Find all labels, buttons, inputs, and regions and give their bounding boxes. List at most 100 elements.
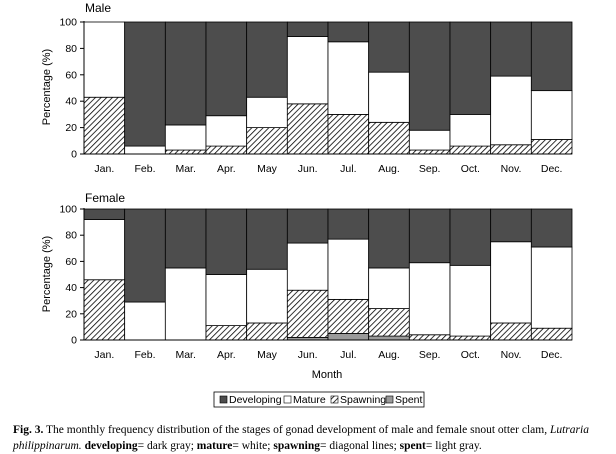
legend-frame (213, 391, 425, 408)
male-bar-feb-developing (124, 21, 166, 147)
female-bar-may-mature (246, 268, 288, 324)
male-bar-nov-mature (490, 75, 532, 146)
male-chart: Male Percentage (%) 0 20 40 60 80 100 Jan. Feb… (41, 1, 573, 175)
female-x-tick-label: Feb. (134, 349, 155, 361)
female-bar-aug-developing (368, 208, 410, 269)
female-bar-jul-spent (327, 333, 370, 341)
caption-species: Lutraria philippinarum. (13, 424, 589, 452)
female-bar-may-spawning (246, 322, 288, 341)
male-bar-oct-mature (449, 114, 492, 147)
male-bar-apr-spawning (205, 145, 248, 155)
female-bar-oct-developing (449, 208, 492, 266)
female-panel-title: Female (85, 191, 125, 205)
female-bars (83, 208, 573, 341)
male-bar-apr-developing (205, 21, 248, 117)
female-y-tick-label: 40 (65, 282, 77, 294)
figure: Male Percentage (%) 0 20 40 60 80 100 Jan. Feb… (41, 1, 573, 408)
male-bar-sep-spawning (408, 149, 451, 155)
male-bar-oct-spawning (449, 145, 492, 155)
female-bar-sep-developing (408, 208, 451, 264)
male-x-tick-label: Apr. (217, 163, 236, 175)
female-x-tick-label: Nov. (501, 349, 522, 361)
male-y-axis-label: Percentage (%) (41, 49, 53, 125)
female-chart: Female Percentage (%) 0 20 40 60 80 100 Jan. F… (41, 191, 573, 381)
legend-label-developing: Developing (229, 394, 282, 406)
male-y-tick-label: 100 (59, 17, 77, 29)
male-bar-jun-mature (286, 36, 329, 105)
legend-label-spent: Spent (395, 394, 423, 406)
male-axes (83, 21, 572, 155)
male-x-tick-label: Feb. (134, 163, 155, 175)
male-y-tick-label: 60 (65, 69, 77, 81)
male-bar-nov-developing (490, 21, 532, 77)
female-y-tick-label: 20 (65, 308, 77, 320)
female-x-tick-label: Jul. (340, 349, 356, 361)
female-bar-dec-mature (530, 246, 573, 329)
male-x-tick-label: Jan. (94, 163, 114, 175)
female-bar-dec-developing (530, 208, 573, 248)
caption-desc-spent: = light gray. (425, 440, 482, 452)
female-bar-feb-mature (124, 301, 166, 341)
legend-swatch-developing (219, 395, 228, 404)
male-x-tick-label: May (257, 163, 278, 175)
caption-text: The monthly frequency distribution of th… (43, 424, 550, 436)
male-x-tick-label: Mar. (175, 163, 195, 175)
male-bar-mar-developing (164, 21, 207, 126)
caption-desc-developing: = dark gray; (137, 440, 197, 452)
female-bar-apr-spawning (205, 325, 248, 341)
female-bar-sep-mature (408, 262, 451, 336)
male-bar-jul-spawning (327, 114, 370, 155)
female-x-tick-label: Oct. (461, 349, 480, 361)
female-bar-jul-mature (327, 238, 370, 300)
female-bar-nov-spawning (490, 322, 532, 341)
x-axis-label: Month (312, 369, 343, 381)
male-x-ticks: Jan. Feb. Mar. Apr. May Jun. Jul. Aug. Sep. Oct. N… (94, 163, 562, 175)
female-bar-may-developing (246, 208, 288, 270)
female-bar-apr-mature (205, 274, 248, 326)
female-x-tick-label: Sep. (419, 349, 441, 361)
caption-desc-mature: = white; (232, 440, 274, 452)
female-x-tick-label: Apr. (217, 349, 236, 361)
male-panel-title: Male (85, 1, 111, 15)
caption-term-mature: mature (196, 440, 233, 452)
female-bar-apr-developing (205, 208, 248, 275)
figure-caption: Fig. 3. The monthly frequency distributi… (13, 422, 609, 454)
female-bar-nov-developing (490, 208, 532, 243)
female-x-ticks: Jan. Feb. Mar. Apr. May Jun. Jul. Aug. Sep. Oct. N… (94, 349, 562, 361)
male-bar-aug-spawning (368, 121, 410, 155)
female-x-tick-label: Mar. (175, 349, 195, 361)
female-bar-jun-developing (286, 208, 329, 244)
female-bar-jul-developing (327, 208, 370, 240)
legend-label-spawning: Spawning (340, 394, 386, 406)
male-y-ticks: 0 20 40 60 80 100 (59, 17, 84, 161)
male-bar-sep-mature (408, 129, 451, 151)
caption-term-spawning: spawning (273, 440, 321, 452)
female-axes (83, 208, 572, 341)
male-bar-mar-mature (164, 124, 207, 151)
female-x-tick-label: May (257, 349, 278, 361)
legend-swatch-spawning (330, 395, 339, 404)
male-bar-may-spawning (246, 127, 288, 155)
male-bar-jan-mature (83, 21, 126, 98)
male-y-tick-label: 20 (65, 122, 77, 134)
female-x-tick-label: Jun. (298, 349, 318, 361)
female-bar-jun-spawning (286, 289, 329, 338)
legend-swatch-spent (385, 395, 394, 404)
caption-term-developing: developing (84, 440, 138, 452)
male-bar-aug-developing (368, 21, 410, 73)
female-y-tick-label: 100 (59, 204, 77, 216)
male-bar-jan-spawning (83, 96, 126, 155)
legend-label-mature: Mature (293, 394, 326, 406)
female-bar-jan-spawning (83, 279, 126, 341)
female-bar-mar-developing (164, 208, 207, 269)
female-bar-jan-mature (83, 219, 126, 281)
male-bar-apr-mature (205, 115, 248, 147)
male-x-tick-label: Aug. (378, 163, 400, 175)
male-bar-mar-spawning (164, 149, 207, 155)
female-x-tick-label: Jan. (94, 349, 114, 361)
female-bar-oct-spawning (449, 335, 492, 341)
female-bar-mar-mature (164, 267, 207, 341)
male-bar-sep-developing (408, 21, 451, 131)
female-bar-oct-mature (449, 264, 492, 337)
female-y-ticks: 0 20 40 60 80 100 (59, 204, 84, 347)
